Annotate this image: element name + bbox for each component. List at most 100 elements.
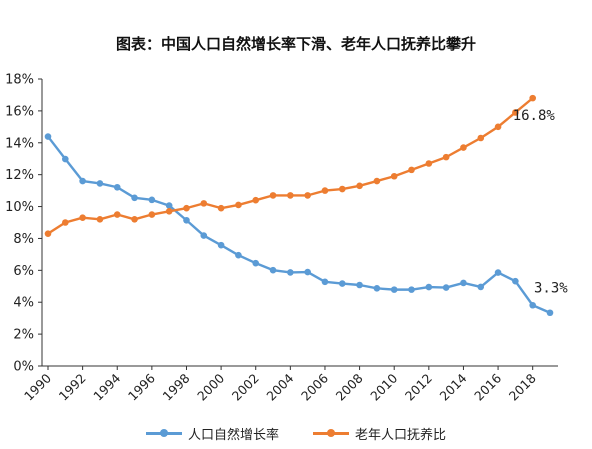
series-point-0 <box>79 177 86 185</box>
series-point-0 <box>287 269 294 276</box>
series-point-1 <box>269 192 277 199</box>
series-point-1 <box>44 230 52 237</box>
series-point-1 <box>165 208 173 215</box>
series-point-0 <box>442 284 450 291</box>
series-point-0 <box>165 202 173 209</box>
series-point-1 <box>235 201 242 209</box>
x-tick-label: 1994 <box>90 370 123 403</box>
series-point-0 <box>269 266 277 274</box>
series-point-0 <box>494 269 502 276</box>
series-point-1 <box>529 94 536 102</box>
x-tick-label: 1992 <box>56 371 89 404</box>
series-line-1 <box>47 97 534 235</box>
x-tick-label: 1998 <box>160 370 193 403</box>
series-point-0 <box>529 301 536 309</box>
y-tick-label: 4% <box>13 296 34 311</box>
chart-legend: 人口自然增长率 老年人口抚养比 <box>0 424 592 443</box>
legend-item-natural-growth: 人口自然增长率 <box>145 424 279 443</box>
series-point-1 <box>304 192 311 199</box>
y-tick-label: 12% <box>5 168 34 183</box>
y-tick-label: 6% <box>13 264 34 279</box>
x-tick-label: 2016 <box>471 370 504 403</box>
series-point-1 <box>252 196 260 204</box>
series-point-0 <box>217 241 225 249</box>
series-point-0 <box>200 232 208 239</box>
series-point-0 <box>512 277 519 285</box>
series-point-0 <box>62 155 69 163</box>
series-point-0 <box>425 283 433 291</box>
series-point-0 <box>338 280 346 287</box>
series-point-0 <box>321 278 329 286</box>
end-label-0: 3.3% <box>534 281 568 297</box>
series-point-0 <box>408 286 415 293</box>
end-labels: 3.3% 16.8% <box>513 108 569 297</box>
series-point-0 <box>183 216 190 224</box>
y-tick-label: 0% <box>13 360 34 375</box>
legend-swatch-orange <box>313 429 349 437</box>
series-point-0 <box>477 283 485 291</box>
x-tick-label: 2000 <box>194 370 227 403</box>
y-tick-label: 10% <box>5 200 34 215</box>
y-tick-label: 14% <box>5 136 34 151</box>
series-point-1 <box>477 134 485 142</box>
series-point-0 <box>304 268 311 276</box>
x-tick-label: 2014 <box>436 370 469 403</box>
series-point-1 <box>62 219 69 226</box>
series-point-1 <box>96 216 104 223</box>
series-point-0 <box>113 183 121 191</box>
series-point-1 <box>512 109 519 116</box>
series-point-0 <box>252 259 260 267</box>
series-point-0 <box>131 194 138 202</box>
end-label-1: 16.8% <box>513 108 556 124</box>
x-tick-label: 2008 <box>333 370 366 403</box>
series-point-1 <box>287 192 294 199</box>
legend-label: 老年人口抚养比 <box>355 428 447 443</box>
series-point-1 <box>390 172 398 180</box>
series-point-1 <box>373 177 381 185</box>
series-point-1 <box>460 144 467 151</box>
series-point-0 <box>235 251 242 259</box>
legend-swatch-blue <box>145 429 182 437</box>
x-tick-label: 2018 <box>506 370 539 403</box>
series-point-1 <box>148 211 156 218</box>
series-point-1 <box>338 185 346 193</box>
series-point-1 <box>442 153 450 161</box>
series-point-1 <box>217 204 225 212</box>
x-axis-ticks: 1990 1992 1994 1996 1998 2000 2002 2004 2006 2008… <box>21 366 539 404</box>
series-point-0 <box>546 309 554 317</box>
y-tick-label: 18% <box>5 73 34 88</box>
y-tick-label: 16% <box>5 104 34 119</box>
x-tick-label: 2004 <box>263 370 296 403</box>
y-tick-label: 2% <box>13 328 34 343</box>
chart-axes <box>41 79 558 367</box>
series-point-1 <box>79 214 86 222</box>
series-point-1 <box>356 182 363 190</box>
x-tick-label: 2002 <box>229 371 262 404</box>
y-axis-ticks: 0% 2% 4% 6% 8% 10% 12% 14% 16% 18% <box>5 73 42 375</box>
series-point-1 <box>321 187 329 194</box>
series-point-1 <box>425 160 433 167</box>
series-point-0 <box>356 281 363 289</box>
series-point-0 <box>460 279 467 287</box>
series-point-0 <box>96 180 104 187</box>
series-point-1 <box>494 123 502 131</box>
chart-series <box>44 94 554 317</box>
y-tick-label: 8% <box>13 232 34 247</box>
series-point-1 <box>200 200 208 207</box>
chart-title: 图表：中国人口自然增长率下滑、老年人口抚养比攀升 <box>115 35 476 53</box>
x-tick-label: 1990 <box>21 370 54 403</box>
x-tick-label: 1996 <box>125 370 158 403</box>
series-line-0 <box>47 135 551 314</box>
x-tick-label: 2006 <box>298 370 331 403</box>
legend-item-elderly-dependency: 老年人口抚养比 <box>313 424 446 443</box>
series-point-0 <box>148 196 156 204</box>
x-tick-label: 2010 <box>367 370 400 403</box>
series-point-0 <box>44 133 52 140</box>
series-point-0 <box>373 285 381 292</box>
series-point-1 <box>131 216 138 223</box>
legend-label: 人口自然增长率 <box>187 428 279 443</box>
series-point-1 <box>113 211 121 218</box>
series-point-1 <box>408 166 415 174</box>
series-point-0 <box>390 286 398 293</box>
